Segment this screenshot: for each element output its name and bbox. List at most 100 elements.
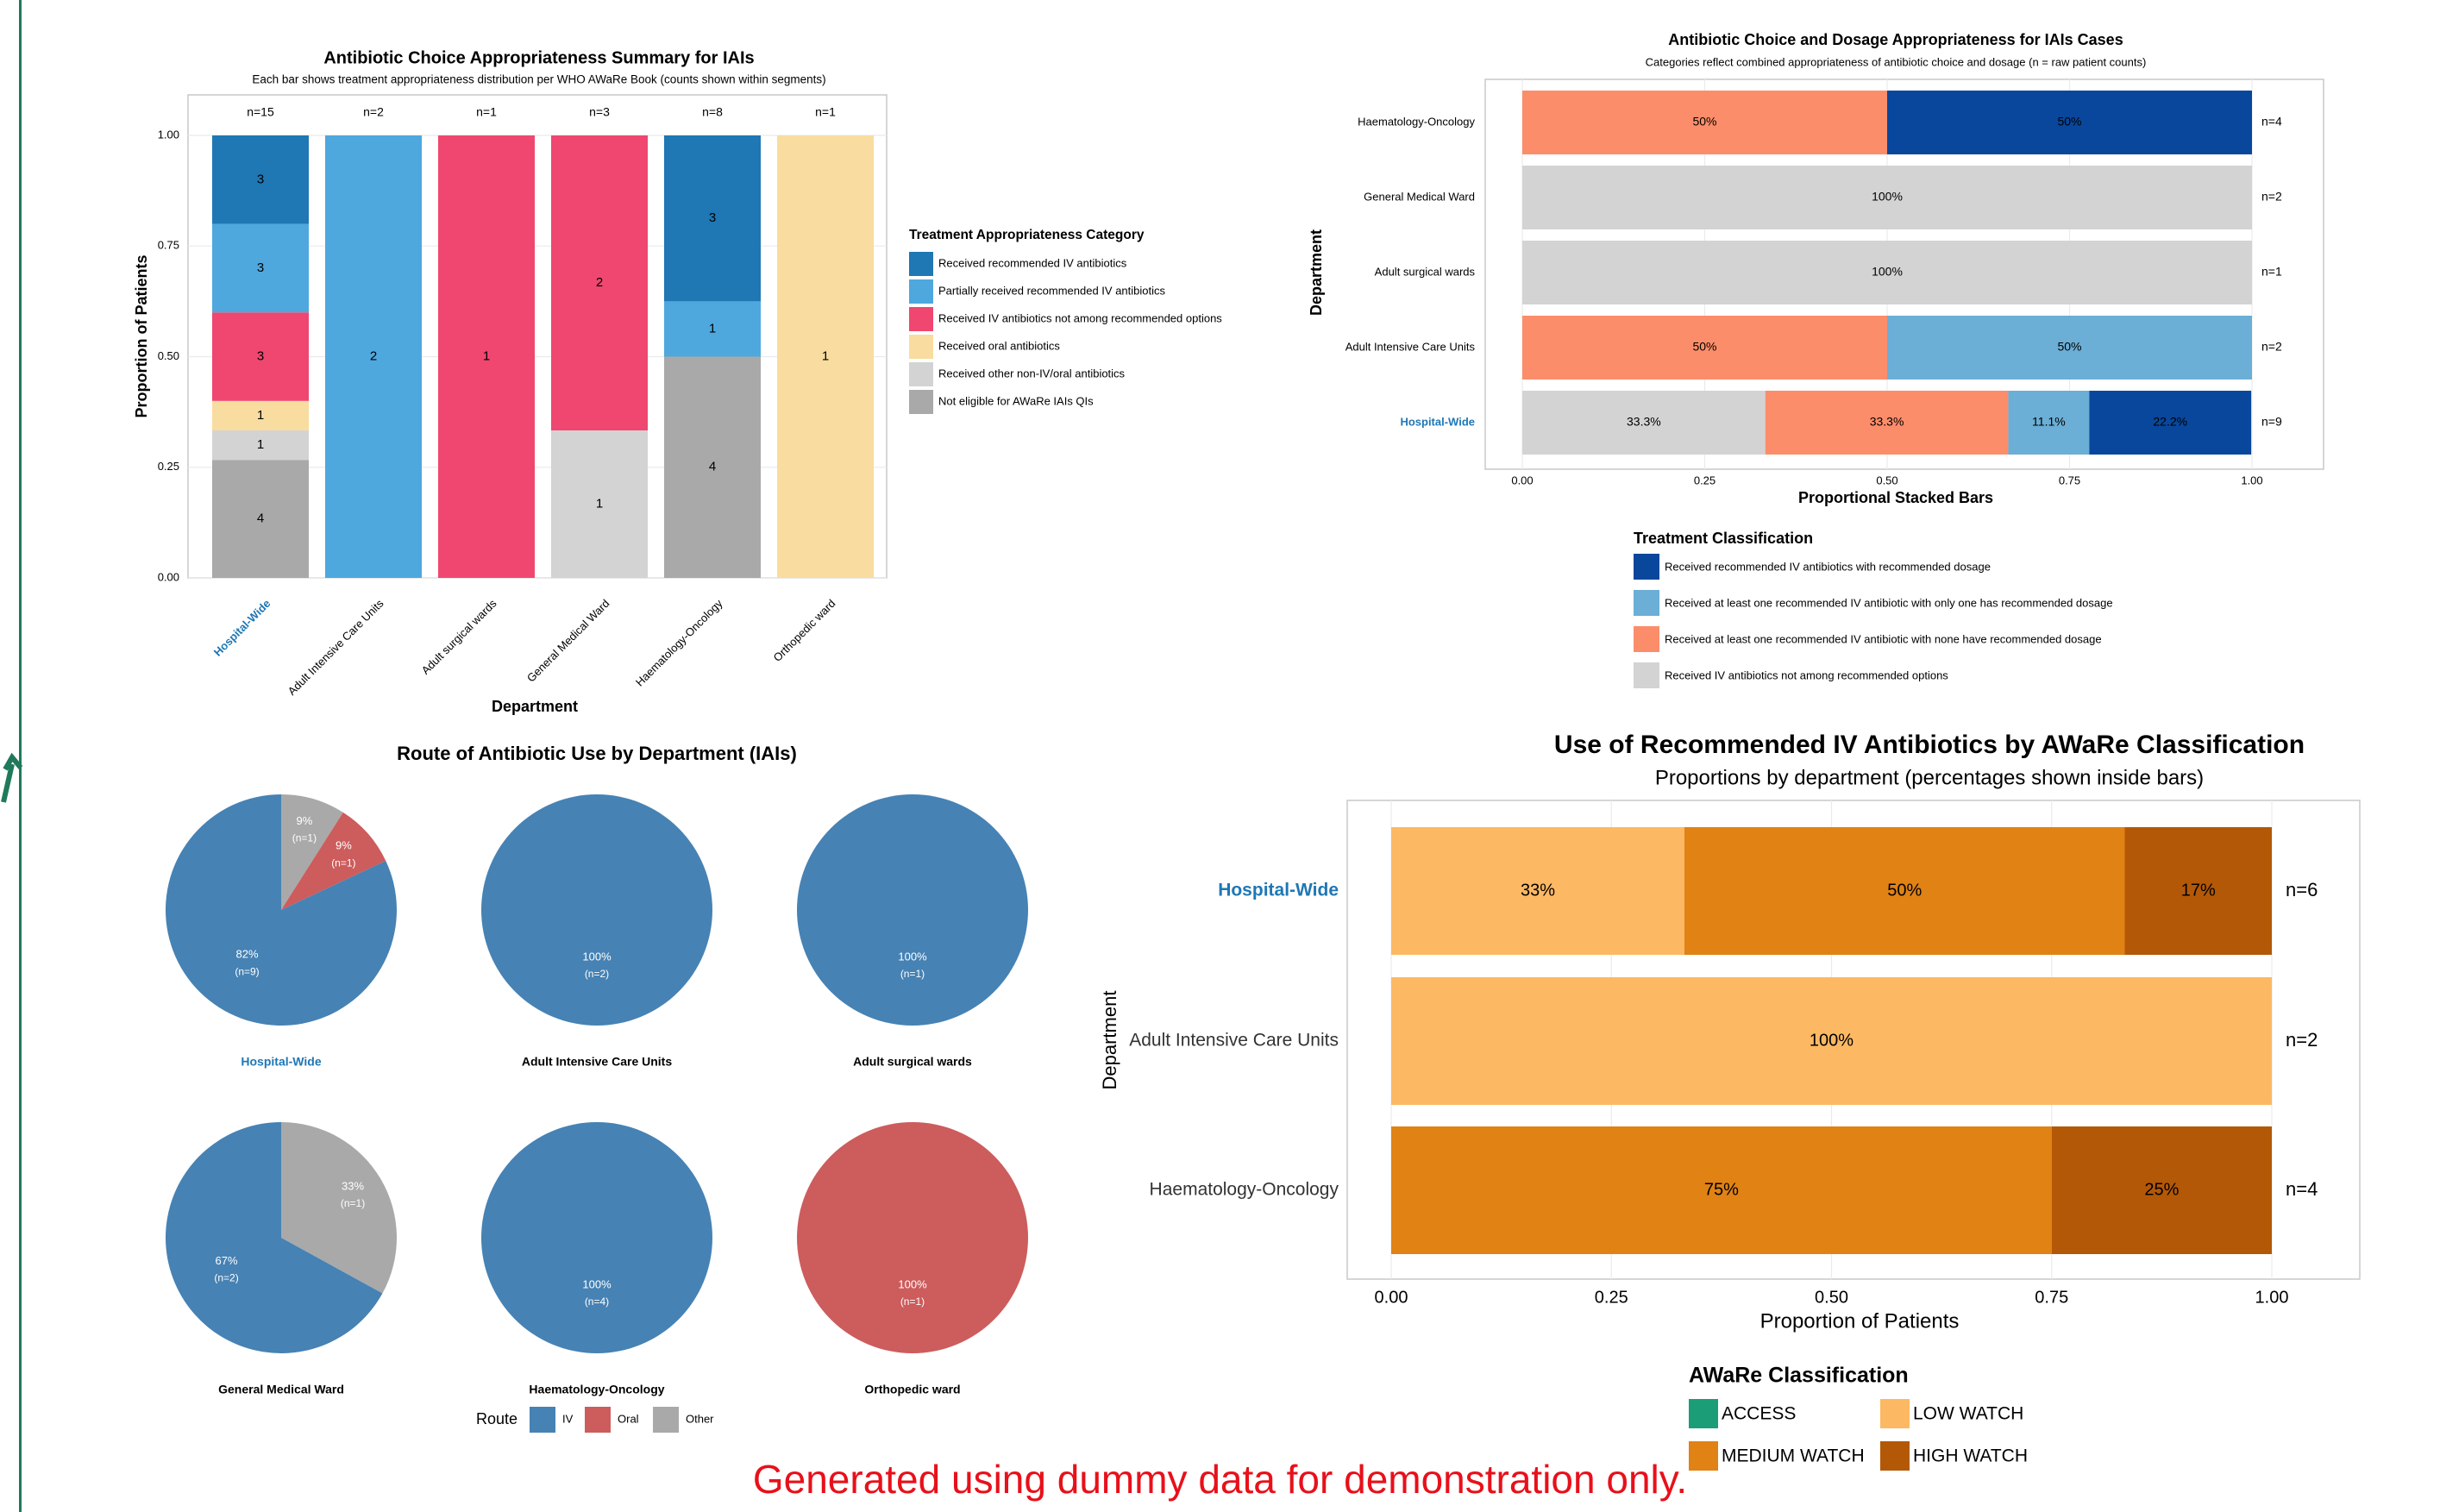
chart2-ytick-label: General Medical Ward (1364, 190, 1475, 203)
chart2-segment-label: 33.3% (1627, 415, 1661, 429)
chart4-legend-label: MEDIUM WATCH (1722, 1446, 1865, 1466)
chart2-bar-segment (2008, 391, 2090, 455)
chart3-department-label: General Medical Ward (218, 1383, 344, 1396)
chart1-ytick-label: 0.00 (158, 570, 179, 583)
chart2-xtick-label: 0.50 (1876, 474, 1897, 486)
chart1-legend-swatch (909, 362, 933, 386)
chart2-ytick-label: Adult surgical wards (1375, 265, 1476, 278)
chart3-slice-n: (n=4) (585, 1296, 609, 1308)
chart2-legend-label: Received IV antibiotics not among recomm… (1665, 668, 1948, 681)
chart2-ytick-label: Adult Intensive Care Units (1345, 340, 1476, 353)
chart2-bar-segment (1887, 316, 2252, 380)
chart2-legend-swatch (1634, 590, 1659, 616)
chart2-bar-segment (2089, 391, 2252, 455)
chart4-segment-label: 33% (1521, 881, 1555, 900)
chart1-bar-segment (438, 135, 535, 578)
chart1-segment-label: 3 (257, 172, 264, 186)
chart1-legend-swatch (909, 252, 933, 276)
chart3-pie-slice (481, 1122, 712, 1353)
chart1-ylabel: Proportion of Patients (133, 255, 150, 418)
chart3-department-label: Hospital-Wide (241, 1055, 321, 1069)
chart1-bar-segment (212, 400, 309, 430)
chart1-xtick-label: Hospital-Wide (211, 597, 273, 659)
chart4-xtick-label: 0.75 (2035, 1288, 2068, 1307)
left-edge-line (19, 0, 22, 1512)
chart1-xtick-label: Adult Intensive Care Units (285, 597, 386, 698)
chart3-pie-slice (281, 812, 386, 910)
chart3-pie-slice (481, 794, 712, 1026)
chart1-ytick-label: 1.00 (158, 128, 179, 141)
chart3-slice-n: (n=2) (214, 1272, 238, 1284)
chart2-bar-segment (1522, 91, 1887, 154)
chart1-bar-segment (664, 301, 761, 357)
chart2-legend-swatch (1634, 554, 1659, 580)
chart1-ytick-label: 0.75 (158, 239, 179, 252)
chart1-bar-segment (664, 135, 761, 302)
chart4-segment-label: 17% (2181, 881, 2216, 900)
chart2-bar-segment (1765, 391, 2009, 455)
chart2-segment-label: 50% (1692, 340, 1716, 354)
chart1-legend-label: Partially received recommended IV antibi… (938, 284, 1166, 297)
chart1-legend-label: Received IV antibiotics not among recomm… (938, 311, 1222, 324)
chart1-bar-segment (664, 356, 761, 578)
chart2-n-label: n=2 (2261, 190, 2282, 204)
chart2-bar-segment (1887, 91, 2252, 154)
chart4-n-label: n=2 (2286, 1029, 2318, 1051)
chart2-bar-segment (1522, 241, 2252, 304)
chart2-legend-label: Received recommended IV antibiotics with… (1665, 560, 1991, 573)
chart2-segment-label: 50% (2057, 115, 2081, 129)
chart4-xlabel: Proportion of Patients (1760, 1309, 1960, 1333)
chart3-pie-slice (165, 1122, 383, 1353)
chart2-n-label: n=4 (2261, 115, 2282, 129)
chart4-n-label: n=6 (2286, 879, 2318, 900)
chart1-bar-segment (551, 135, 648, 430)
chart1-bar-segment (325, 135, 422, 578)
chart3-legend-swatch (653, 1407, 679, 1433)
chart1-xtick-label: Adult surgical wards (419, 597, 499, 677)
chart1-title: Antibiotic Choice Appropriateness Summar… (323, 48, 754, 67)
chart4-ytick-label: Hospital-Wide (1218, 881, 1339, 900)
chart1-bar-segment (212, 430, 309, 461)
chart2-bar-segment (1522, 316, 1887, 380)
chart1-xtick-label: Orthopedic ward (770, 597, 837, 664)
chart3-legend-label: IV (562, 1412, 574, 1425)
chart3-legend-swatch (585, 1407, 611, 1433)
chart1-n-label: n=15 (247, 105, 274, 119)
chart4-legend-label: LOW WATCH (1913, 1404, 2023, 1424)
chart2-xtick-label: 0.00 (1511, 474, 1533, 486)
chart3-legend-label: Oral (618, 1412, 639, 1425)
chart4-bar-segment (1684, 827, 2125, 955)
chart2-segment-label: 100% (1872, 265, 1903, 279)
chart2-legend-label: Received at least one recommended IV ant… (1665, 632, 2102, 645)
chart1-bar-segment (212, 135, 309, 224)
chart1-segment-label: 3 (257, 348, 264, 363)
chart4-legend-swatch (1880, 1399, 1910, 1428)
chart4-bar-segment (2051, 1126, 2272, 1254)
chart4-ytick-label: Haematology-Oncology (1150, 1180, 1339, 1200)
chart2-ytick-label: Hospital-Wide (1400, 415, 1475, 428)
chart3-pie-slice (165, 794, 397, 1026)
chart3-slice-n: (n=1) (900, 968, 925, 980)
chart1-legend-label: Not eligible for AWaRe IAIs QIs (938, 394, 1094, 407)
chart3-slice-n: (n=9) (235, 965, 259, 977)
chart4-legend-swatch (1689, 1399, 1718, 1428)
chart4-ytick-label: Adult Intensive Care Units (1129, 1031, 1339, 1051)
chart1-legend-title: Treatment Appropriateness Category (909, 228, 1145, 242)
chart4-ylabel: Department (1099, 991, 1120, 1090)
chart2-n-label: n=1 (2261, 265, 2282, 279)
chart3-slice-n: (n=1) (292, 832, 317, 844)
chart3-slice-label: 33% (342, 1179, 364, 1192)
chart3-pie-slice (281, 794, 343, 910)
chart1-legend-label: Received recommended IV antibiotics (938, 256, 1127, 269)
chart3-department-label: Adult Intensive Care Units (522, 1055, 672, 1069)
chart3-slice-label: 82% (235, 948, 258, 961)
chart3-slice-label: 9% (336, 839, 352, 852)
chart1-ytick-label: 0.50 (158, 349, 179, 362)
chart3-department-label: Orthopedic ward (864, 1383, 960, 1396)
chart1-xlabel: Department (492, 698, 578, 715)
chart3-pie-slice (281, 1122, 397, 1294)
chart2-segment-label: 33.3% (1870, 415, 1904, 429)
chart1-legend-swatch (909, 390, 933, 414)
chart1-bar-segment (551, 430, 648, 578)
chart4-xtick-label: 0.25 (1595, 1288, 1628, 1307)
